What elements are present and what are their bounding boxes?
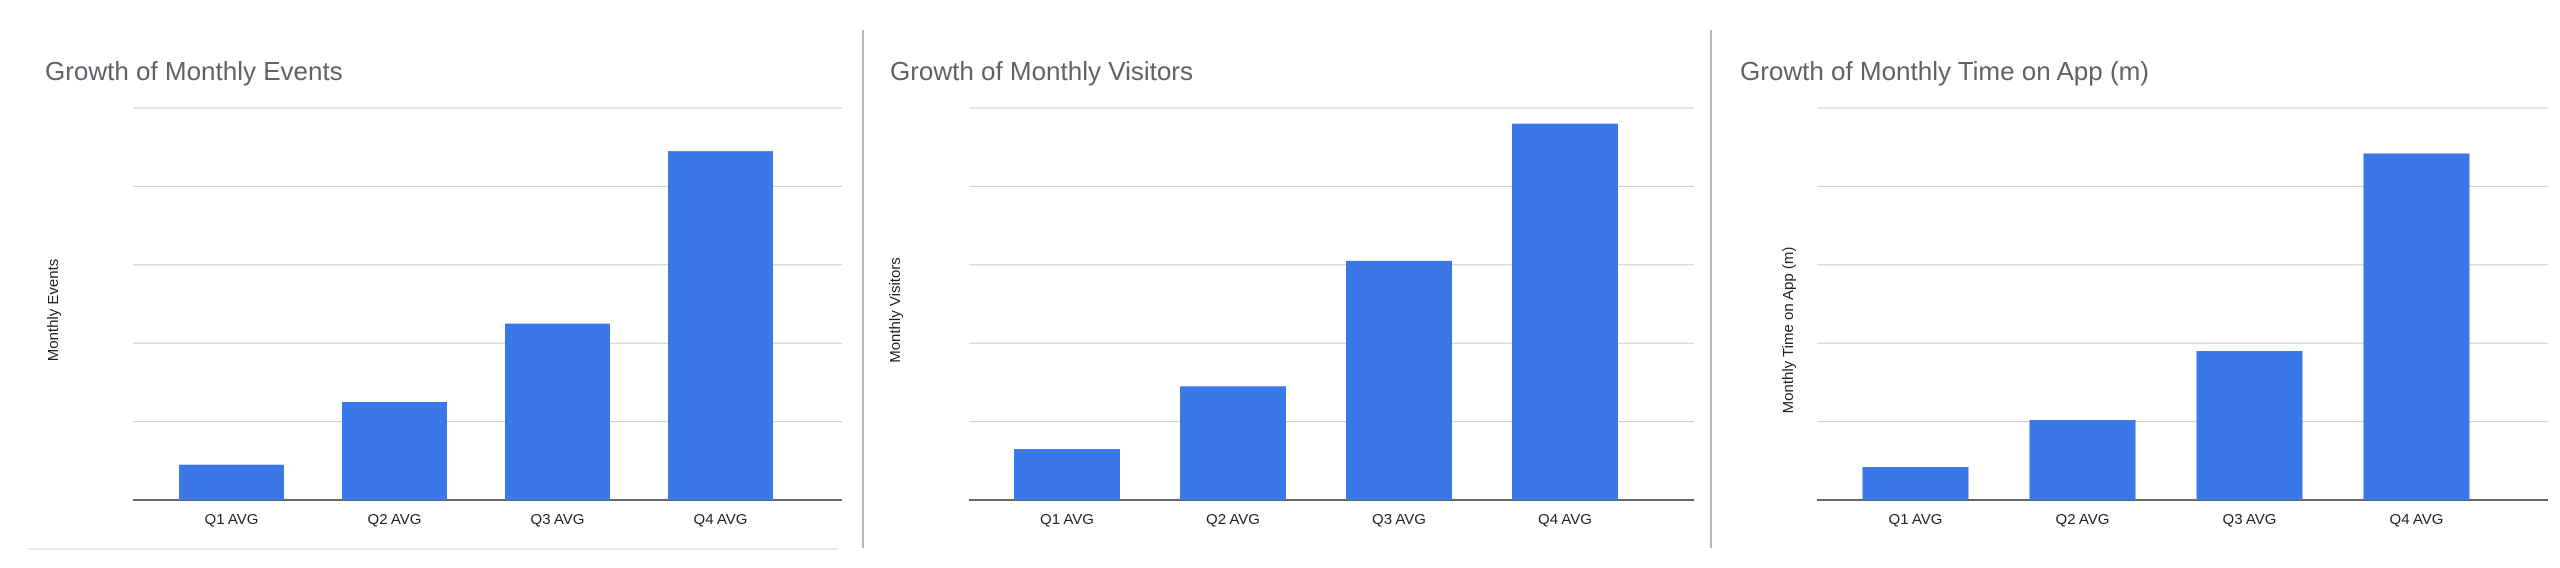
bar-q4-avg: [668, 151, 773, 500]
bar-q3-avg: [2196, 351, 2303, 500]
x-tick-label: Q1 AVG: [205, 511, 259, 528]
y-axis-label: Monthly Events: [45, 259, 62, 362]
bar-q1-avg: [179, 464, 284, 500]
chart-divider-1: [862, 30, 864, 548]
x-tick-label: Q4 AVG: [2390, 511, 2444, 528]
bars: [1014, 123, 1618, 501]
bar-q1-avg: [1862, 467, 1969, 500]
x-tick-label: Q2 AVG: [368, 511, 422, 528]
bar-q4-avg: [2363, 153, 2470, 501]
chart-divider-2: [1710, 30, 1712, 548]
chart-monthly-events: Growth of Monthly Events Monthly Events …: [45, 56, 842, 528]
bar-q1-avg: [1014, 449, 1120, 500]
chart-title: Growth of Monthly Time on App (m): [1740, 56, 2149, 86]
x-tick-label: Q1 AVG: [1040, 511, 1094, 528]
x-tick-label: Q4 AVG: [694, 511, 748, 528]
bar-q3-avg: [505, 323, 610, 500]
x-tick-label: Q3 AVG: [531, 511, 585, 528]
x-tick-labels: Q1 AVG Q2 AVG Q3 AVG Q4 AVG: [1040, 511, 1592, 528]
panel-bottom-border: [28, 548, 838, 550]
y-axis-label: Monthly Visitors: [887, 257, 904, 363]
x-tick-label: Q4 AVG: [1538, 511, 1592, 528]
bar-q2-avg: [1180, 386, 1286, 500]
bar-q2-avg: [2029, 420, 2136, 500]
bar-q2-avg: [342, 402, 447, 500]
bar-q4-avg: [1512, 123, 1618, 501]
bars: [179, 151, 773, 500]
x-tick-labels: Q1 AVG Q2 AVG Q3 AVG Q4 AVG: [1889, 511, 2444, 528]
bar-q3-avg: [1346, 260, 1452, 500]
chart-monthly-visitors: Growth of Monthly Visitors Monthly Visit…: [887, 56, 1694, 528]
x-tick-label: Q3 AVG: [1372, 511, 1426, 528]
chart-monthly-time-on-app: Growth of Monthly Time on App (m) Monthl…: [1740, 56, 2548, 528]
x-tick-label: Q2 AVG: [2056, 511, 2110, 528]
x-tick-label: Q3 AVG: [2223, 511, 2277, 528]
x-tick-label: Q1 AVG: [1889, 511, 1943, 528]
chart-title: Growth of Monthly Visitors: [890, 56, 1193, 86]
x-tick-label: Q2 AVG: [1206, 511, 1260, 528]
y-axis-label: Monthly Time on App (m): [1780, 247, 1797, 414]
bars: [1862, 153, 2470, 501]
chart-title: Growth of Monthly Events: [45, 56, 343, 86]
x-tick-labels: Q1 AVG Q2 AVG Q3 AVG Q4 AVG: [205, 511, 748, 528]
